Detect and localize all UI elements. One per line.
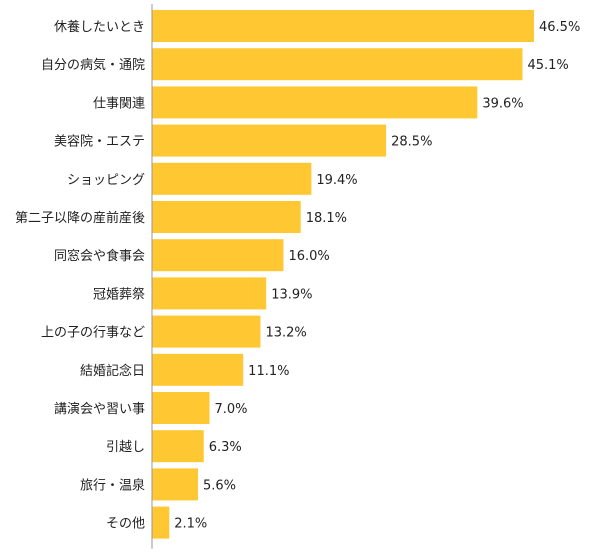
value-label: 11.1% [248, 364, 289, 379]
value-label: 13.2% [265, 326, 306, 341]
value-label: 13.9% [271, 287, 312, 302]
value-label: 5.6% [203, 478, 236, 493]
bar [152, 162, 312, 195]
bar [152, 353, 244, 386]
value-label: 19.4% [316, 173, 357, 188]
bars-group [152, 10, 534, 539]
value-labels-group: 46.5% 45.1% 39.6% 28.5% 19.4% 18.1% 16.0% 13.9%… [174, 20, 580, 532]
bar [152, 468, 199, 501]
category-label: 美容院・エステ [54, 134, 145, 150]
category-label: その他 [106, 517, 145, 532]
value-label: 28.5% [391, 135, 432, 150]
bar [152, 277, 267, 310]
value-label: 2.1% [174, 517, 207, 532]
category-label: 休養したいとき [54, 19, 145, 35]
bar [152, 10, 534, 42]
bar [152, 124, 387, 157]
value-label: 46.5% [539, 20, 580, 35]
category-label: ショッピング [67, 173, 145, 188]
category-label: 旅行・温泉 [80, 477, 145, 493]
bar [152, 430, 204, 463]
bar [152, 315, 261, 348]
bar [152, 239, 284, 272]
value-label: 6.3% [209, 440, 242, 455]
category-label: 上の子の行事など [41, 326, 145, 341]
value-label: 39.6% [482, 96, 523, 111]
category-labels-group: 休養したいとき自分の病気・通院仕事関連美容院・エステショッピング第二子以降の産前… [15, 19, 145, 532]
category-label: 自分の病気・通院 [41, 57, 145, 73]
category-label: 講演会や習い事 [54, 401, 145, 417]
value-label: 18.1% [306, 211, 347, 226]
category-label: 仕事関連 [93, 96, 145, 111]
category-label: 結婚記念日 [80, 363, 145, 379]
value-label: 45.1% [527, 58, 568, 73]
bar [152, 201, 301, 233]
category-label: 同窓会や食事会 [54, 248, 145, 264]
category-label: 引越し [106, 440, 145, 455]
bar [152, 506, 170, 539]
value-label: 16.0% [288, 249, 329, 264]
value-label: 7.0% [215, 402, 248, 417]
category-label: 冠婚葬祭 [93, 287, 145, 302]
bar [152, 392, 210, 424]
category-label: 第二子以降の産前産後 [15, 210, 145, 226]
bar [152, 86, 478, 119]
bar [152, 48, 523, 81]
